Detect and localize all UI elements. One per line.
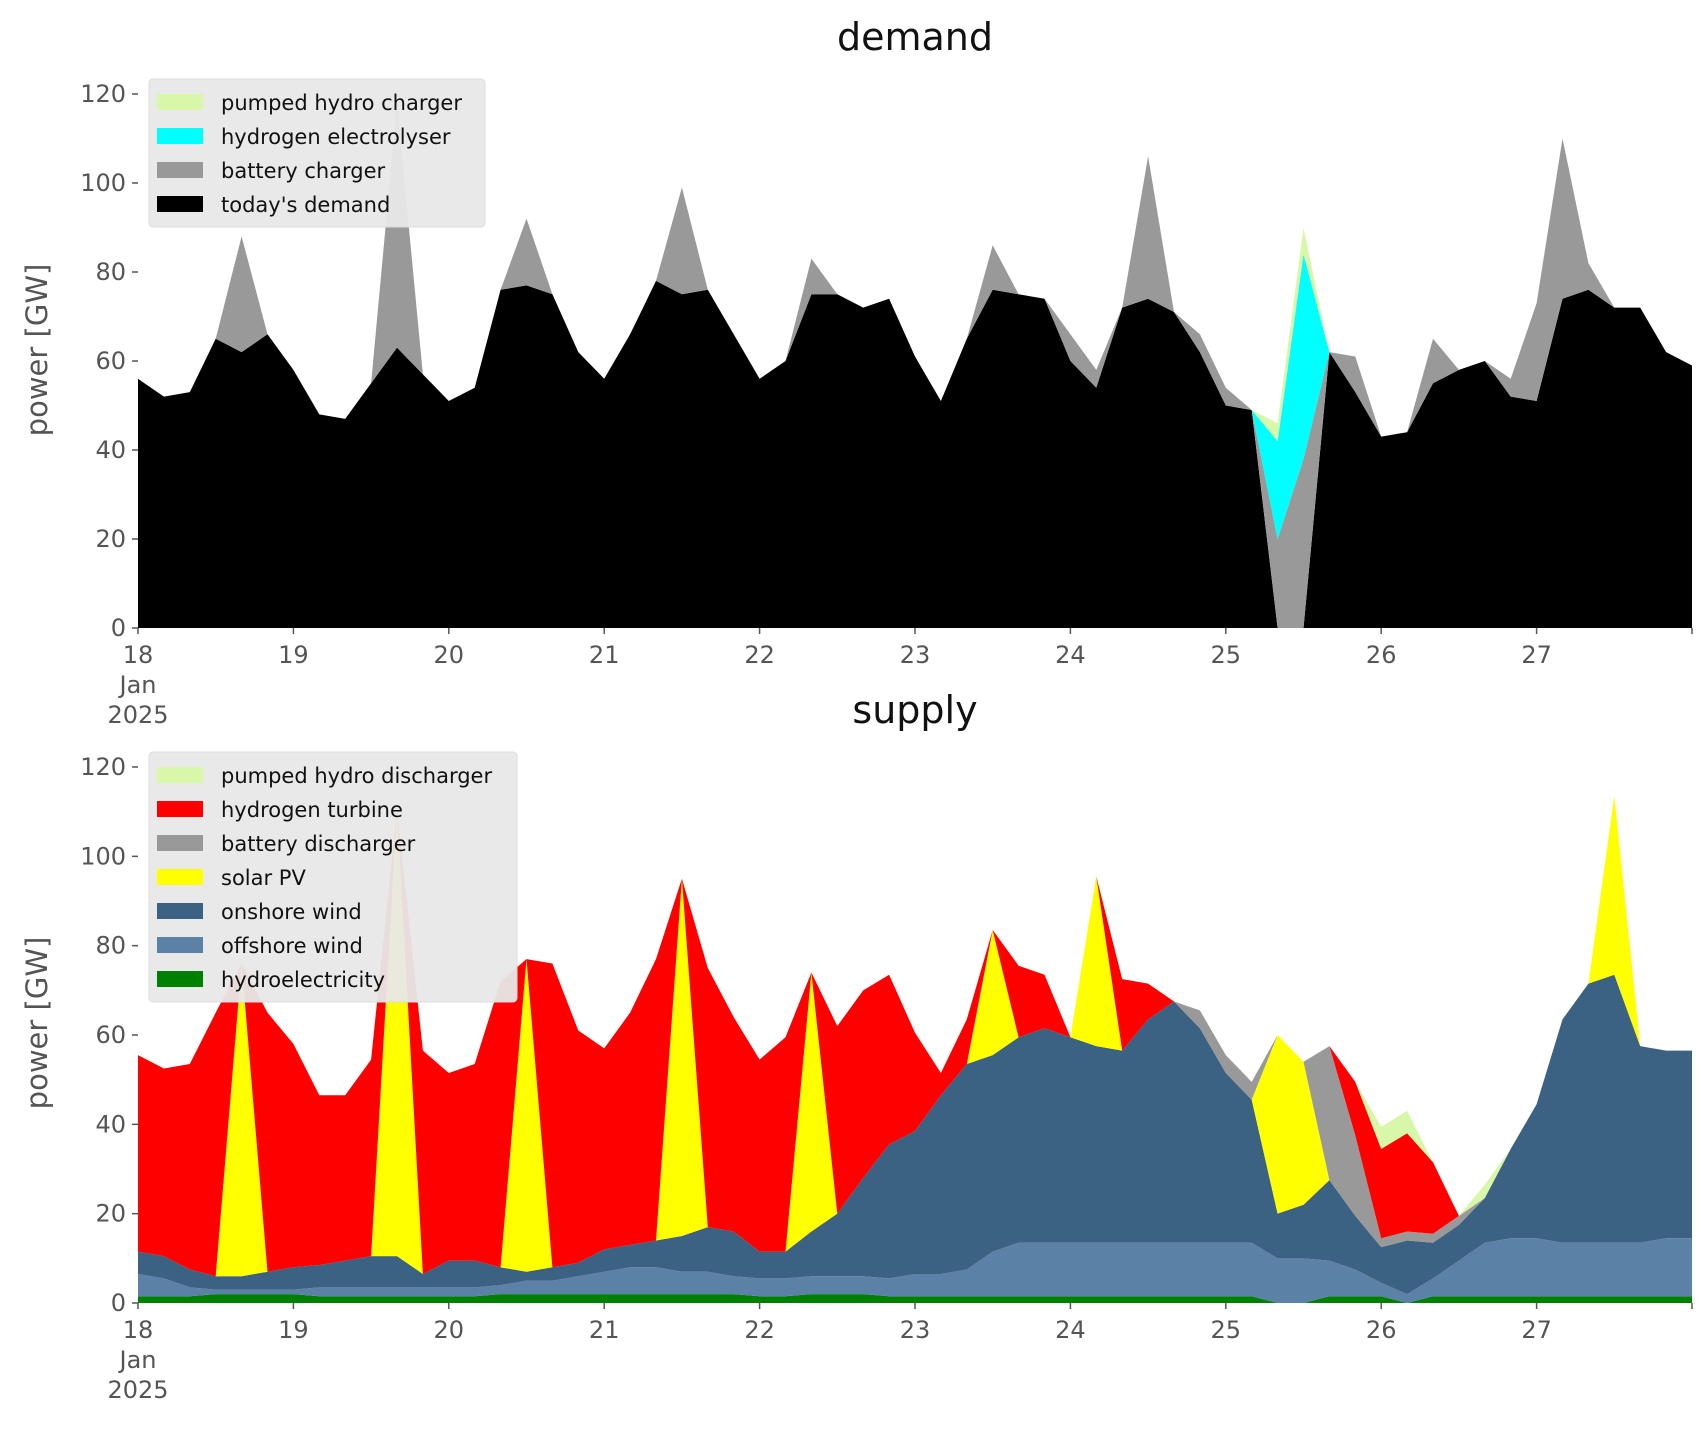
x-tick-label-extra: Jan [118,1346,157,1374]
x-tick-label: 22 [744,1316,775,1344]
y-tick-label: 0 [111,614,126,642]
legend-box [148,78,486,228]
y-tick-label: 80 [95,258,126,286]
area-solar-pv [138,796,1692,1277]
x-tick-label: 26 [1366,1316,1397,1344]
legend-label: offshore wind [221,934,363,958]
area-hydrogen-electrolyser [138,102,1692,540]
x-tick-label: 23 [900,641,931,669]
area-today-s-demand [138,280,1692,628]
y-tick-label: 40 [95,436,126,464]
legend-label: battery charger [221,159,386,183]
y-tick-label: 120 [80,80,126,108]
supply-title: supply [852,688,977,732]
legend-label: pumped hydro discharger [221,764,492,788]
legend-box [148,751,518,1003]
x-tick-label: 21 [589,1316,620,1344]
x-tick-label-extra: Jan [118,671,157,699]
legend-swatch [157,162,203,178]
legend-swatch [157,835,203,851]
x-tick-label: 24 [1055,641,1086,669]
legend-swatch [157,801,203,817]
demand-title: demand [837,15,993,59]
x-tick-label: 21 [589,641,620,669]
legend-swatch [157,94,203,110]
legend-label: today's demand [221,193,390,217]
x-tick-label: 27 [1521,1316,1552,1344]
supply-legend: pumped hydro discharger hydrogen turbine b… [148,751,518,1003]
x-tick-label: 24 [1055,1316,1086,1344]
demand-panel: demand power [GW] 02040608010012018Jan20… [20,15,1693,729]
area-onshore-wind [138,974,1692,1295]
y-tick-label: 0 [111,1289,126,1317]
legend-label: solar PV [221,866,306,890]
x-tick-label: 18 [123,1316,154,1344]
x-tick-label: 25 [1211,1316,1242,1344]
y-tick-label: 40 [95,1110,126,1138]
x-tick-label: 27 [1521,641,1552,669]
supply-areas [138,796,1692,1303]
y-tick-label: 100 [80,169,126,197]
y-tick-label: 20 [95,1200,126,1228]
x-tick-label: 19 [278,641,309,669]
y-tick-label: 20 [95,525,126,553]
legend-label: battery discharger [221,832,416,856]
y-tick-label: 60 [95,347,126,375]
legend-swatch [157,903,203,919]
area-offshore-wind [138,1238,1692,1303]
supply-panel: supply power [GW] 02040608010012018Jan20… [20,688,1693,1404]
area-battery-charger [138,102,1692,628]
x-tick-label: 22 [744,641,775,669]
x-tick-label: 26 [1366,641,1397,669]
x-tick-label: 20 [434,641,465,669]
x-tick-label: 18 [123,641,154,669]
legend-swatch [157,128,203,144]
legend-swatch [157,767,203,783]
supply-ylabel: power [GW] [20,937,54,1110]
legend-label: pumped hydro charger [221,91,462,115]
y-tick-label: 80 [95,932,126,960]
area-hydroelectricity [138,1294,1692,1303]
legend-swatch [157,869,203,885]
demand-areas [138,102,1692,628]
legend-swatch [157,937,203,953]
x-tick-label-extra: 2025 [107,1376,168,1404]
legend-label: hydroelectricity [221,968,385,992]
x-tick-label-extra: 2025 [107,701,168,729]
x-tick-label: 19 [278,1316,309,1344]
legend-label: hydrogen electrolyser [221,125,451,149]
area-hydrogen-turbine [138,796,1692,1277]
legend-swatch [157,196,203,212]
demand-legend: pumped hydro charger hydrogen electrolyse… [148,78,486,228]
y-tick-label: 100 [80,842,126,870]
legend-label: hydrogen turbine [221,798,403,822]
demand-ylabel: power [GW] [20,264,54,437]
x-tick-label: 25 [1211,641,1242,669]
x-tick-label: 23 [900,1316,931,1344]
x-tick-label: 20 [434,1316,465,1344]
legend-swatch [157,971,203,987]
y-tick-label: 120 [80,753,126,781]
y-tick-label: 60 [95,1021,126,1049]
legend-label: onshore wind [221,900,362,924]
